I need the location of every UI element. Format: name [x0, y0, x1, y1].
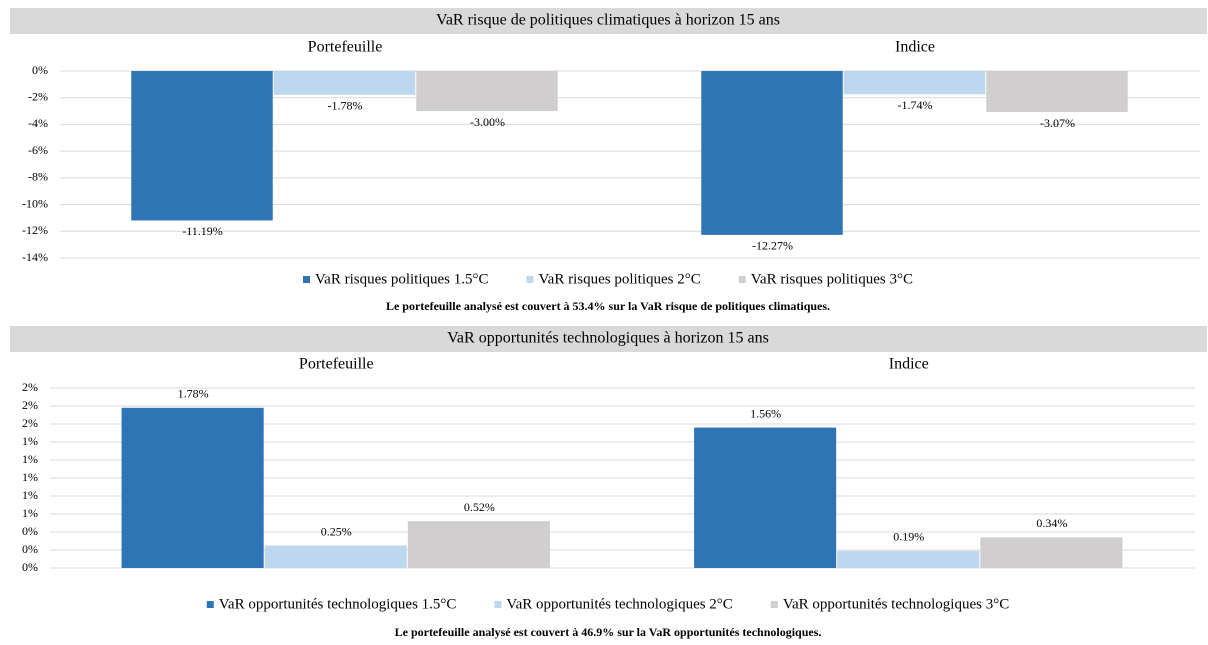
y-tick-label: 1%	[22, 434, 38, 448]
bar	[843, 71, 986, 95]
legend: VaR opportunités technologiques 1.5°C VaR…	[206, 596, 1009, 612]
legend-label: VaR opportunités technologiques 2°C	[506, 596, 732, 612]
y-tick-label: 2%	[22, 416, 38, 430]
y-tick-label: 0%	[22, 542, 38, 556]
value-label: 1.78%	[178, 387, 209, 401]
value-label: -3.00%	[470, 115, 505, 129]
chart-title: VaR opportunités technologiques à horizo…	[447, 330, 769, 347]
y-tick-label: 0%	[22, 524, 38, 538]
legend: VaR risques politiques 1.5°C VaR risques …	[303, 271, 913, 287]
y-tick-label: 0%	[22, 560, 38, 574]
y-tick-label: -8%	[28, 170, 48, 184]
value-label: -1.78%	[328, 99, 363, 113]
legend-label: VaR opportunités technologiques 3°C	[783, 596, 1009, 612]
value-label: -1.74%	[898, 98, 933, 112]
y-tick-label: 2%	[22, 380, 38, 394]
legend-label: VaR risques politiques 3°C	[751, 271, 913, 287]
value-label: 0.25%	[321, 524, 352, 538]
y-tick-label: 1%	[22, 488, 38, 502]
bar	[131, 71, 273, 221]
y-tick-label: 1%	[22, 506, 38, 520]
y-tick-label: -2%	[28, 89, 48, 103]
bar	[407, 521, 550, 568]
y-tick-label: -10%	[22, 196, 48, 210]
legend-label: VaR opportunités technologiques 1.5°C	[219, 596, 457, 612]
legend-swatch	[303, 276, 310, 283]
legend-label: VaR risques politiques 2°C	[539, 271, 701, 287]
legend-swatch	[770, 601, 778, 608]
bar	[121, 407, 264, 568]
bar	[416, 71, 558, 112]
bar	[837, 550, 980, 568]
legend-swatch	[494, 601, 502, 608]
y-tick-label: -14%	[22, 250, 48, 264]
value-label: 0.34%	[1036, 516, 1067, 530]
value-label: 1.56%	[750, 406, 781, 420]
title-band	[10, 326, 1207, 352]
legend-swatch	[738, 276, 746, 283]
y-tick-label: 2%	[22, 398, 38, 412]
value-label: -11.19%	[182, 224, 223, 238]
value-label: -3.07%	[1040, 116, 1075, 130]
y-tick-label: -6%	[28, 143, 48, 157]
bar	[273, 71, 416, 95]
chart-title: VaR risque de politiques climatiques à h…	[436, 12, 780, 29]
legend-swatch	[526, 276, 534, 283]
value-label: 0.19%	[893, 530, 924, 544]
bar	[694, 427, 837, 568]
y-tick-label: 0%	[32, 63, 48, 77]
note: Le portefeuille analysé est couvert à 46…	[395, 625, 822, 639]
group-label: Portefeuille	[308, 39, 383, 56]
y-tick-label: 1%	[22, 452, 38, 466]
value-label: 0.52%	[464, 500, 495, 514]
bar	[264, 545, 407, 568]
group-label: Indice	[895, 39, 935, 56]
value-label: -12.27%	[752, 239, 793, 253]
y-tick-label: -12%	[22, 223, 48, 237]
note: Le portefeuille analysé est couvert à 53…	[386, 299, 830, 313]
y-tick-label: 1%	[22, 470, 38, 484]
bar	[986, 71, 1128, 113]
group-label: Portefeuille	[299, 356, 374, 373]
bar	[701, 71, 843, 235]
bar	[980, 537, 1123, 568]
legend-label: VaR risques politiques 1.5°C	[315, 271, 489, 287]
group-label: Indice	[889, 356, 929, 373]
y-tick-label: -4%	[28, 116, 48, 130]
legend-swatch	[206, 601, 214, 608]
title-band	[10, 8, 1207, 34]
